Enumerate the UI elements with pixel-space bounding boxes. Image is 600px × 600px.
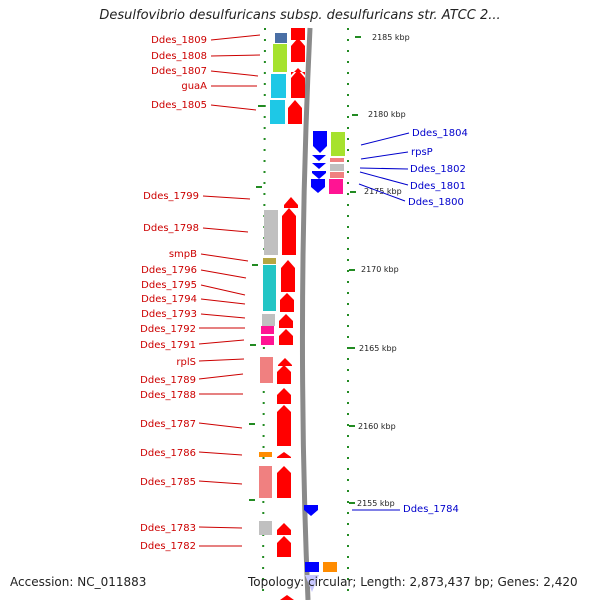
gene-label[interactable]: Ddes_1799 — [143, 191, 199, 202]
gene-label[interactable]: rplS — [176, 357, 196, 368]
cog-block — [259, 466, 272, 498]
cog-block — [331, 132, 345, 156]
gene-arrow[interactable] — [282, 208, 296, 255]
ruler-labels: 2185 kbp 2180 kbp 2175 kbp 2170 kbp 2165… — [357, 33, 410, 508]
gene-label[interactable]: Ddes_1793 — [141, 309, 197, 320]
gene-arrow[interactable] — [277, 365, 291, 384]
left-ruler-ticks — [249, 105, 264, 501]
gene-arrow[interactable] — [278, 358, 292, 366]
ruler-label: 2170 kbp — [361, 265, 399, 274]
gene-arrow[interactable] — [281, 260, 295, 292]
gene-label[interactable]: Ddes_1800 — [408, 197, 464, 208]
ruler-label: 2160 kbp — [358, 422, 396, 431]
gene-label[interactable]: Ddes_1805 — [151, 100, 207, 111]
cog-block — [275, 33, 287, 43]
gene-arrow[interactable] — [279, 329, 293, 345]
gene-label[interactable]: Ddes_1787 — [140, 419, 196, 430]
gene-label[interactable]: Ddes_1804 — [412, 128, 468, 139]
gene-label[interactable]: Ddes_1785 — [140, 477, 196, 488]
cog-block — [323, 562, 337, 572]
cog-block — [305, 575, 319, 592]
gene-label[interactable]: Ddes_1801 — [410, 181, 466, 192]
gene-arrow[interactable] — [277, 523, 291, 535]
gene-label[interactable]: Ddes_1788 — [140, 390, 196, 401]
forward-cog-blocks — [259, 33, 287, 535]
gene-label[interactable]: Ddes_1791 — [140, 340, 196, 351]
gene-arrow[interactable] — [305, 562, 319, 572]
cog-block — [330, 164, 344, 171]
cog-block — [263, 258, 276, 264]
gene-label[interactable]: Ddes_1789 — [140, 375, 196, 386]
cog-block — [330, 158, 344, 162]
gene-arrow[interactable] — [312, 163, 326, 169]
gene-label[interactable]: smpB — [169, 249, 197, 260]
ruler-label: 2180 kbp — [368, 110, 406, 119]
gene-arrow[interactable] — [311, 179, 325, 193]
gene-label[interactable]: Ddes_1792 — [140, 324, 196, 335]
gene-label[interactable]: guaA — [181, 81, 207, 92]
gene-arrow[interactable] — [277, 405, 291, 446]
gene-label[interactable]: Ddes_1796 — [141, 265, 197, 276]
cog-block — [260, 357, 273, 383]
reverse-genes — [304, 131, 327, 572]
gene-arrow[interactable] — [284, 197, 298, 208]
gene-arrow[interactable] — [277, 466, 291, 498]
gene-arrow[interactable] — [279, 314, 293, 328]
forward-genes — [277, 28, 305, 600]
forward-label-leaders — [198, 34, 261, 547]
gene-arrow[interactable] — [277, 536, 291, 557]
gene-label[interactable]: Ddes_1794 — [141, 294, 197, 305]
backbone — [299, 27, 313, 600]
cog-block — [330, 172, 344, 178]
cog-block — [261, 336, 274, 345]
topology-summary: Topology: circular; Length: 2,873,437 bp… — [248, 575, 578, 589]
cog-block — [270, 100, 285, 124]
map-title: Desulfovibrio desulfuricans subsp. desul… — [99, 8, 501, 23]
gene-label[interactable]: Ddes_1784 — [403, 504, 459, 515]
gene-arrow[interactable] — [291, 28, 305, 40]
gene-arrow[interactable] — [288, 100, 302, 124]
cog-block — [264, 210, 278, 255]
cog-block — [262, 314, 275, 326]
gene-arrow[interactable] — [291, 70, 305, 98]
accession-text: Accession: NC_011883 — [10, 575, 147, 589]
ruler-label: 2185 kbp — [372, 33, 410, 42]
gene-label[interactable]: Ddes_1783 — [140, 523, 196, 534]
cog-block — [259, 521, 272, 535]
ruler-label: 2175 kbp — [364, 187, 402, 196]
gene-arrow[interactable] — [277, 388, 291, 404]
gene-arrow[interactable] — [280, 293, 294, 312]
gene-arrow[interactable] — [313, 131, 327, 153]
gene-arrow[interactable] — [312, 171, 326, 179]
gene-label[interactable]: Ddes_1802 — [410, 164, 466, 175]
cog-block — [271, 74, 286, 98]
cog-block — [273, 44, 287, 72]
forward-labels: Ddes_1809 Ddes_1808 Ddes_1807 guaA Ddes_… — [140, 35, 207, 552]
reverse-labels: Ddes_1804 rpsP Ddes_1802 Ddes_1801 Ddes_… — [403, 128, 468, 515]
reverse-cog-blocks — [305, 132, 345, 592]
gene-arrow[interactable] — [277, 452, 291, 458]
gene-label[interactable]: Ddes_1809 — [151, 35, 207, 46]
ruler-label: 2155 kbp — [357, 499, 395, 508]
cog-block — [263, 265, 276, 311]
gene-arrow[interactable] — [280, 595, 294, 600]
gene-label[interactable]: rpsP — [411, 147, 433, 158]
gene-label[interactable]: Ddes_1795 — [141, 280, 197, 291]
cog-block — [261, 326, 274, 334]
gene-arrow[interactable] — [291, 38, 305, 62]
gene-label[interactable]: Ddes_1786 — [140, 448, 196, 459]
reverse-label-leaders — [352, 132, 410, 511]
cog-block — [259, 452, 272, 457]
gene-label[interactable]: Ddes_1798 — [143, 223, 199, 234]
ruler-label: 2165 kbp — [359, 344, 397, 353]
right-ruler-ticks — [349, 36, 361, 504]
gene-label[interactable]: Ddes_1782 — [140, 541, 196, 552]
gene-label[interactable]: Ddes_1808 — [151, 51, 207, 62]
gene-label[interactable]: Ddes_1807 — [151, 66, 207, 77]
cog-block — [329, 179, 343, 194]
gene-arrow[interactable] — [312, 155, 326, 161]
gene-arrow[interactable] — [304, 505, 318, 516]
